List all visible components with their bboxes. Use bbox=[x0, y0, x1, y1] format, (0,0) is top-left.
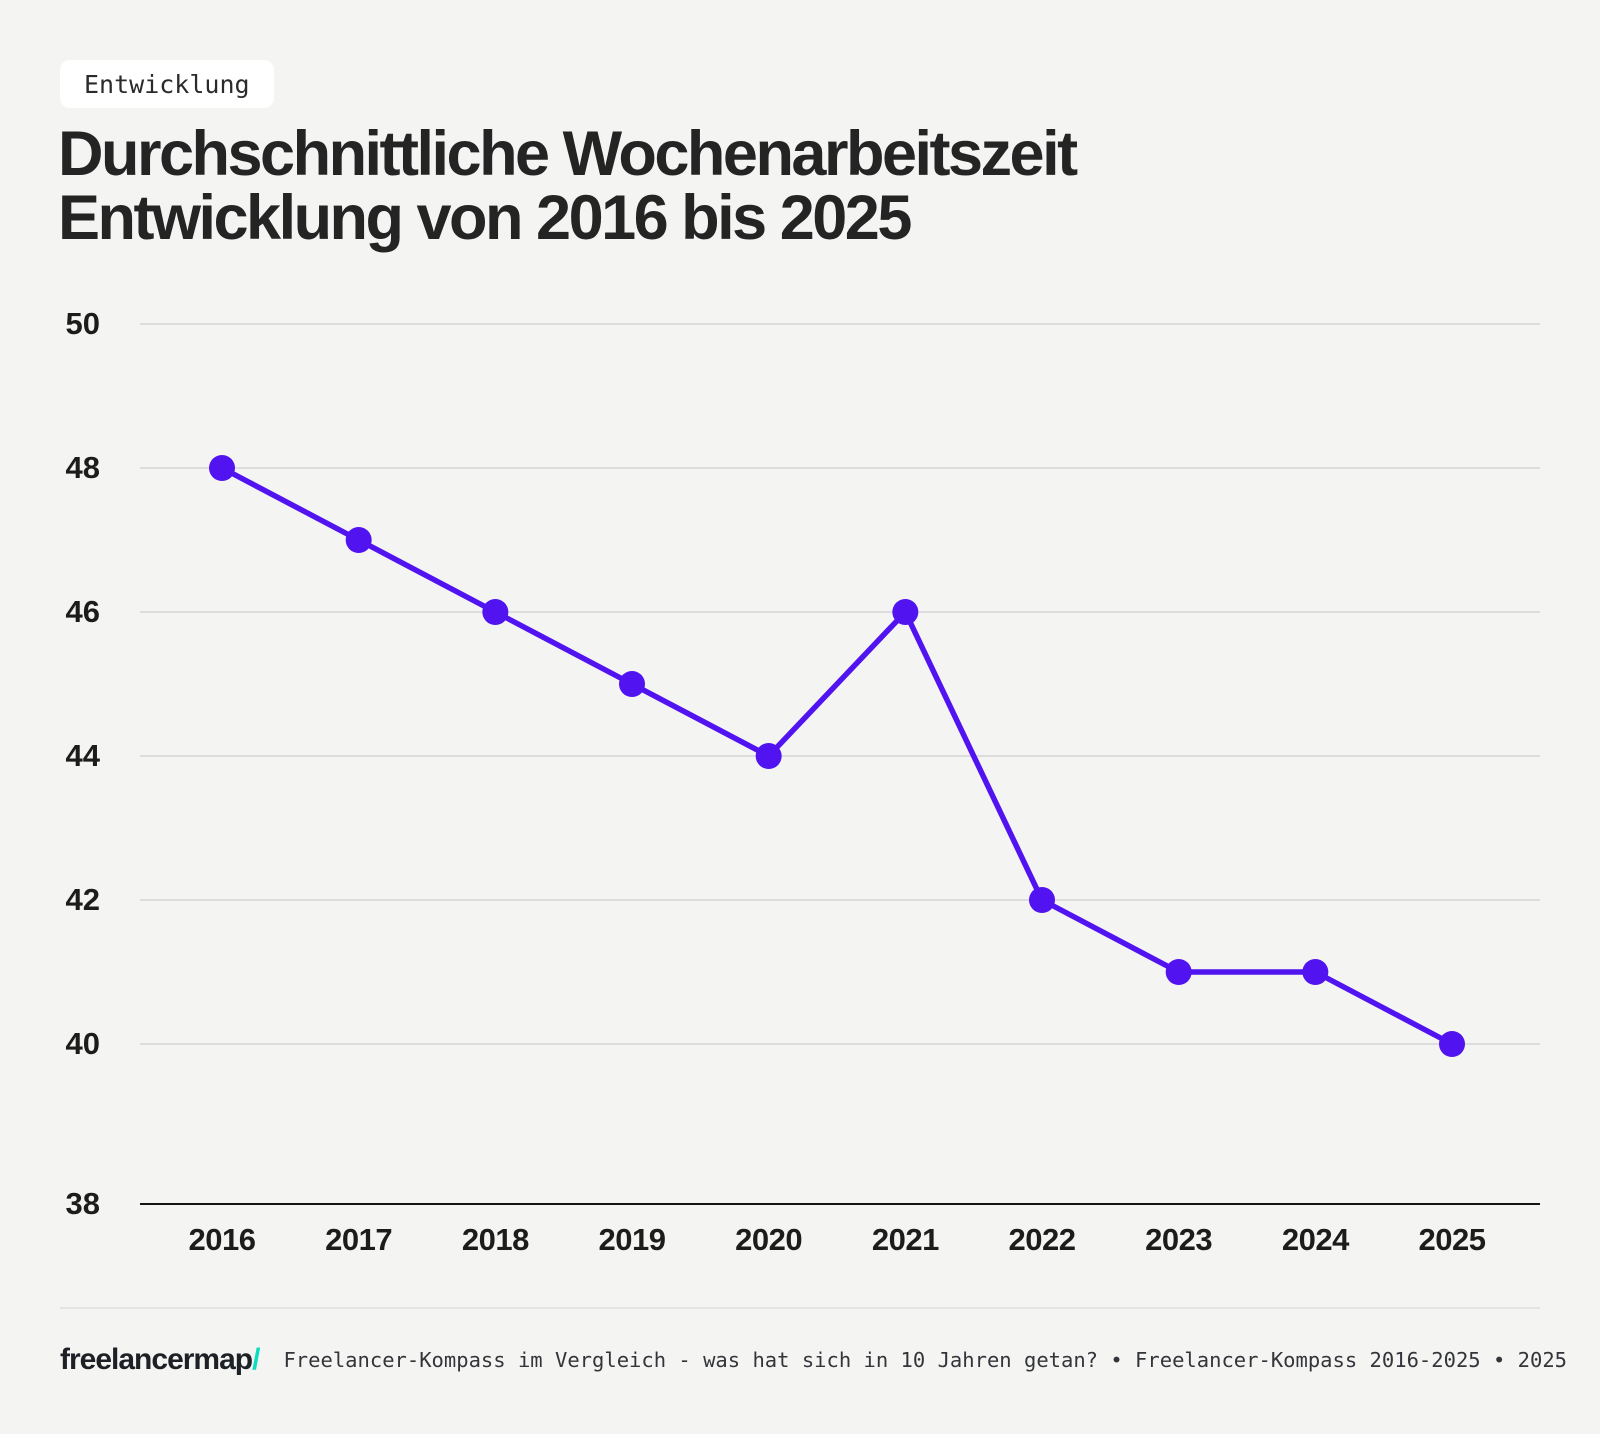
data-point-2024 bbox=[1302, 959, 1329, 985]
x-axis-tick-2024: 2024 bbox=[1281, 1222, 1349, 1257]
x-axis-tick-2016: 2016 bbox=[188, 1222, 256, 1257]
chart-plot-area bbox=[140, 323, 1540, 1205]
title-line-1: Durchschnittliche Wochenarbeitszeit bbox=[58, 119, 1078, 189]
y-axis-tick-42: 42 bbox=[65, 882, 100, 917]
x-axis-tick-2025: 2025 bbox=[1418, 1222, 1486, 1257]
data-point-2022 bbox=[1029, 887, 1055, 913]
line-chart: 50 48 46 44 42 40 38 2016 2017 2018 2019 2020 2021 20… bbox=[65, 306, 1540, 1257]
data-point-2019 bbox=[619, 671, 645, 697]
footer-caption: Freelancer-Kompass im Vergleich - was ha… bbox=[283, 1348, 1568, 1372]
x-axis-tick-2020: 2020 bbox=[735, 1222, 803, 1257]
title-line-2: Entwicklung von 2016 bis 2025 bbox=[58, 183, 912, 253]
y-axis-tick-50: 50 bbox=[65, 306, 100, 341]
y-axis-tick-38: 38 bbox=[65, 1186, 100, 1221]
logo-text: freelancermap bbox=[60, 1343, 253, 1376]
category-badge-label: Entwicklung bbox=[84, 69, 250, 99]
x-axis-tick-2019: 2019 bbox=[598, 1222, 666, 1257]
data-point-2021 bbox=[892, 599, 919, 625]
y-axis-tick-46: 46 bbox=[65, 594, 100, 629]
x-axis-tick-2017: 2017 bbox=[325, 1222, 393, 1257]
footer: freelancermap/ Freelancer-Kompass im Ver… bbox=[60, 1336, 1567, 1384]
x-axis-tick-2021: 2021 bbox=[871, 1222, 939, 1257]
category-badge: Entwicklung bbox=[60, 60, 274, 108]
data-point-2023 bbox=[1165, 959, 1192, 985]
footer-divider bbox=[60, 1307, 1540, 1309]
x-axis-tick-2023: 2023 bbox=[1145, 1222, 1213, 1257]
page-title: Durchschnittliche Wochenarbeitszeit Entw… bbox=[58, 119, 1078, 253]
y-axis-tick-48: 48 bbox=[65, 450, 100, 485]
y-axis-tick-40: 40 bbox=[65, 1026, 100, 1061]
data-point-2018 bbox=[482, 599, 509, 625]
x-axis-tick-2022: 2022 bbox=[1008, 1222, 1076, 1257]
trend-line bbox=[219, 465, 1455, 1047]
freelancermap-logo: freelancermap/ bbox=[60, 1343, 261, 1377]
data-point-2017 bbox=[345, 527, 372, 553]
data-point-2016 bbox=[209, 455, 235, 481]
x-axis-tick-2018: 2018 bbox=[461, 1222, 529, 1257]
data-point-2025 bbox=[1439, 1031, 1465, 1057]
logo-slash-icon: / bbox=[252, 1343, 260, 1376]
data-point-2020 bbox=[755, 743, 782, 769]
y-axis-tick-44: 44 bbox=[65, 738, 100, 773]
